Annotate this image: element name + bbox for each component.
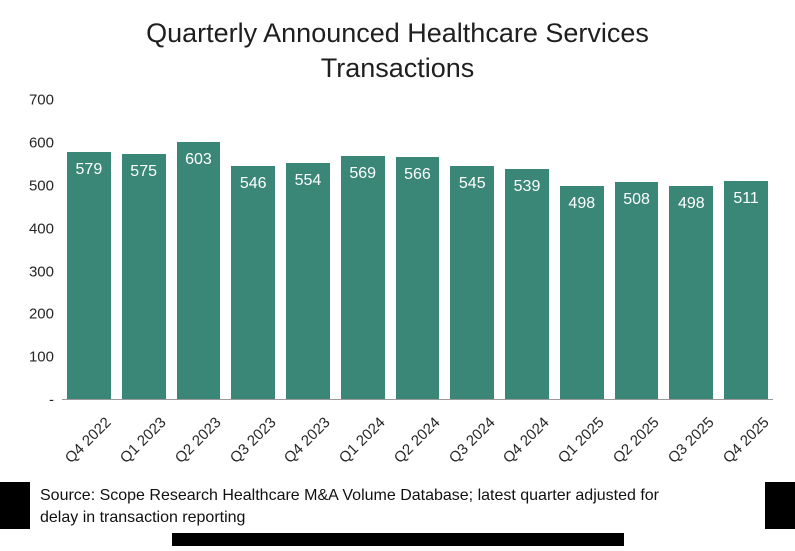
x-tick-label: Q4 2022 — [62, 414, 115, 467]
x-slot: Q1 2025 — [555, 400, 608, 480]
x-slot: Q2 2024 — [391, 400, 444, 480]
x-tick-label: Q2 2023 — [171, 414, 225, 467]
x-slot: Q2 2025 — [610, 400, 663, 480]
y-axis: 700 600 500 400 300 200 100 - — [14, 92, 62, 409]
bar-value-label: 546 — [239, 174, 267, 192]
bar-q3-2023: 546 — [231, 165, 276, 400]
x-tick-label: Q4 2024 — [500, 414, 554, 467]
bar-value-label: 569 — [349, 165, 377, 183]
bar-q2-2023: 603 — [176, 141, 221, 400]
x-slot: Q2 2023 — [172, 400, 225, 480]
x-axis-labels: Q4 2022 Q1 2023 Q2 2023 Q3 2023 Q4 2023 Q1 20… — [62, 400, 773, 480]
bar-q4-2023: 554 — [286, 162, 330, 400]
y-tick-label: 600 — [28, 134, 54, 152]
bar-q4-2025: 511 — [724, 180, 768, 400]
bar-chart: 700 600 500 400 300 200 100 - 579 575 603 546 554 56… — [0, 92, 795, 480]
bottom-black-bar — [171, 533, 624, 547]
x-tick-label: Q3 2024 — [445, 414, 499, 467]
bar-q1-2024: 569 — [340, 156, 385, 400]
chart-title: Quarterly Announced Healthcare Services … — [146, 18, 649, 84]
y-tick-label: 500 — [28, 177, 54, 195]
source-note: Source: Scope Research Healthcare M&A Vo… — [30, 482, 765, 529]
bar-q1-2025: 498 — [559, 186, 604, 400]
y-tick-label: 700 — [28, 91, 54, 109]
x-slot: Q3 2025 — [665, 400, 718, 480]
x-tick-label: Q2 2024 — [390, 414, 444, 467]
bar-value-label: 508 — [623, 191, 650, 209]
bar-value-label: 539 — [513, 177, 541, 195]
x-tick-label: Q2 2025 — [609, 414, 663, 467]
bar-q4-2022: 579 — [67, 151, 111, 400]
bar-value-label: 554 — [294, 171, 322, 189]
x-tick-label: Q1 2023 — [116, 414, 170, 467]
bar-q3-2024: 545 — [450, 166, 495, 400]
y-tick-label: - — [49, 391, 54, 409]
bar-value-label: 498 — [568, 195, 596, 213]
y-tick-label: 200 — [28, 305, 54, 323]
source-text: Source: Scope Research Healthcare M&A Vo… — [40, 487, 660, 526]
x-slot: Q1 2024 — [336, 400, 389, 480]
footer: Source: Scope Research Healthcare M&A Vo… — [0, 482, 795, 530]
x-tick-label: Q4 2025 — [719, 414, 773, 467]
x-tick-label: Q4 2023 — [281, 414, 334, 467]
x-slot: Q1 2023 — [117, 400, 170, 480]
bar-value-label: 603 — [185, 150, 212, 168]
bar-value-label: 498 — [677, 195, 705, 213]
bar-value-label: 511 — [733, 189, 759, 207]
bar-q3-2025: 498 — [669, 186, 714, 400]
x-tick-label: Q3 2023 — [226, 414, 280, 467]
bar-value-label: 575 — [130, 162, 157, 180]
right-black-block — [765, 482, 795, 530]
x-slot: Q3 2024 — [446, 400, 499, 480]
bar-value-label: 566 — [404, 166, 431, 184]
x-slot: Q4 2023 — [281, 400, 334, 480]
y-tick-label: 300 — [28, 263, 54, 281]
x-tick-label: Q1 2024 — [336, 414, 389, 467]
plot-wrapper: 579 575 603 546 554 569 566 545 539 498 508 498 511 … — [62, 100, 773, 480]
x-slot: Q3 2023 — [226, 400, 279, 480]
bar-q1-2023: 575 — [121, 153, 166, 400]
y-tick-label: 100 — [28, 348, 54, 366]
x-slot: Q4 2022 — [62, 400, 115, 480]
x-tick-label: Q1 2025 — [555, 414, 608, 467]
x-tick-label: Q3 2025 — [664, 414, 718, 467]
bar-value-label: 579 — [75, 160, 103, 178]
y-tick-label: 400 — [28, 220, 54, 238]
x-slot: Q4 2024 — [500, 400, 553, 480]
bar-q2-2024: 566 — [395, 157, 440, 400]
x-slot: Q4 2025 — [719, 400, 772, 480]
bar-q4-2024: 539 — [505, 168, 549, 400]
bar-value-label: 545 — [458, 175, 486, 193]
plot-area: 579 575 603 546 554 569 566 545 539 498 508 498 511 — [62, 100, 773, 401]
left-black-block — [0, 482, 30, 530]
bar-q2-2025: 508 — [614, 182, 659, 400]
